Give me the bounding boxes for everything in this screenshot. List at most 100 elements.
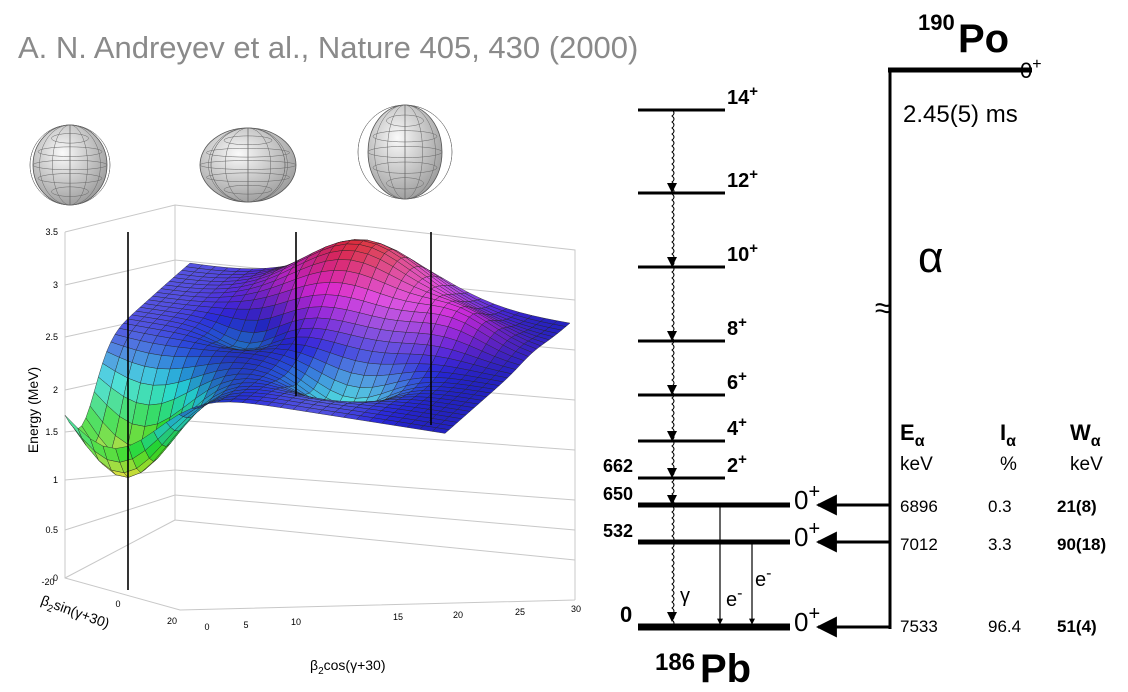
column-unit: keV	[1070, 454, 1103, 475]
e-charge: -	[766, 565, 771, 582]
spheroid-grid	[37, 173, 103, 184]
parity: +	[808, 481, 820, 503]
header-symbol: E	[900, 420, 915, 445]
x-tick: 0	[204, 622, 209, 632]
spin-label: 6+	[727, 368, 747, 394]
table-cell: 7012	[900, 535, 938, 554]
spheroid-grid	[206, 147, 290, 158]
surface-mesh	[64, 239, 571, 478]
daughter-symbol: Pb	[700, 647, 751, 687]
surface-plot: 3.5 3 2.5 2 1.5 1 0.5 0 Energy (MeV) 0 5…	[25, 104, 581, 677]
z-ticks: 3.5 3 2.5 2 1.5 1 0.5 0	[45, 227, 58, 583]
table-cell: 21(8)	[1057, 497, 1097, 516]
spin-label: 14+	[727, 83, 758, 109]
spheroid-grid	[51, 133, 89, 144]
column-header: Wα	[1070, 420, 1101, 450]
spin-label: 0+	[794, 481, 820, 515]
electron-label: e-	[726, 585, 742, 611]
spheroid-grid	[372, 130, 438, 143]
spheroid-grid	[357, 104, 453, 200]
y-label-text: sin(γ+30)	[52, 596, 112, 631]
table-cell: 3.3	[988, 535, 1012, 554]
z-tick: 0	[53, 573, 58, 583]
surface-cell	[431, 427, 450, 434]
half-life: 2.45(5) ms	[903, 101, 1018, 128]
z-tick: 2	[53, 385, 58, 395]
parity: +	[749, 166, 758, 183]
parity: +	[738, 368, 747, 385]
x-tick: 20	[453, 610, 463, 620]
x-tick: 30	[571, 604, 581, 614]
spheroids	[29, 104, 453, 206]
gamma-cascade	[671, 109, 675, 627]
box-edges	[64, 204, 576, 611]
axis-break: ≈	[875, 292, 891, 325]
gamma-arrowhead	[667, 468, 677, 478]
spin-label: 12+	[727, 166, 758, 192]
shape-pointers	[127, 232, 432, 590]
conversion-arrows	[717, 506, 755, 625]
gamma-arrowhead	[667, 431, 677, 441]
gamma-arrowhead	[667, 385, 677, 395]
x-tick: 15	[393, 612, 403, 622]
y-tick: -20	[41, 577, 54, 587]
table-cell: 51(4)	[1057, 617, 1097, 636]
parity: +	[808, 518, 820, 540]
table-cell: 7533	[900, 617, 938, 636]
table-cell: 96.4	[988, 617, 1021, 636]
daughter-mass: 186	[655, 649, 695, 676]
gamma-arrowhead	[667, 331, 677, 341]
x-label-sub: 2	[318, 666, 324, 677]
energy-label: 532	[603, 521, 633, 541]
header-sub: α	[1006, 433, 1016, 450]
spin-label: 4+	[727, 414, 747, 440]
spin: 4	[727, 418, 739, 440]
x-label: β2cos(γ+30)	[310, 657, 385, 677]
x-tick: 10	[291, 617, 301, 627]
spin-label: 8+	[727, 314, 747, 340]
spin: 8	[727, 318, 738, 340]
spin: 0	[794, 485, 808, 515]
x-label-text: cos(γ+30)	[324, 657, 386, 673]
spin-label: 0+	[794, 603, 820, 637]
header-sub: α	[1091, 433, 1101, 450]
gamma-arrowhead	[667, 612, 677, 622]
y-tick: 20	[167, 616, 177, 626]
z-tick: 3.5	[45, 227, 58, 237]
parity: +	[738, 414, 747, 431]
parity: +	[1032, 56, 1041, 73]
parent-mass: 190	[918, 10, 955, 35]
y-tick: 0	[115, 599, 120, 609]
table-cell: 0.3	[988, 497, 1012, 516]
spheroid-grid	[223, 135, 273, 146]
spin-label: 2+	[727, 451, 747, 477]
alpha-table: Eα keV Iα% Wα keV 6896 0.3 21(8) 7012 3.3 90(18) 75…	[900, 420, 1106, 636]
x-tick: 5	[243, 620, 248, 630]
parity: +	[749, 83, 758, 100]
parity: +	[738, 314, 747, 331]
spheroid-grid	[29, 124, 111, 206]
energy-label: 0	[620, 602, 632, 627]
parent-spin: 0+	[1020, 56, 1042, 83]
spin-label: 10+	[727, 240, 758, 266]
z-tick: 2.5	[45, 332, 58, 342]
spheroid-grid	[367, 146, 443, 158]
table-cell: 90(18)	[1057, 535, 1106, 554]
z-tick: 1.5	[45, 427, 58, 437]
citation: A. N. Andreyev et al., Nature 405, 430 (…	[18, 30, 638, 65]
y-label: β2sin(γ+30)	[38, 592, 112, 635]
e-charge: -	[737, 585, 742, 602]
column-unit: %	[1000, 454, 1017, 475]
spin: 10	[727, 244, 749, 266]
z-label: Energy (MeV)	[25, 367, 41, 453]
y-label-sub: 2	[45, 603, 54, 615]
column-unit: keV	[900, 454, 933, 475]
spin: 0	[1020, 58, 1032, 83]
spheroid-grid	[51, 186, 89, 197]
spin: 12	[727, 170, 749, 192]
surface-cell	[64, 415, 83, 439]
electron-label: e-	[755, 565, 771, 591]
parity: +	[808, 603, 820, 625]
